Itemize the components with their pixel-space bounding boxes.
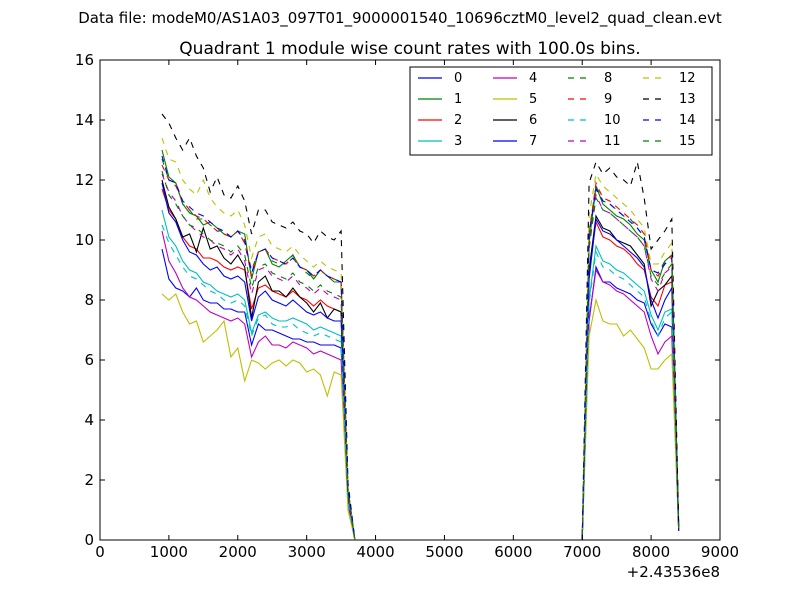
legend-label-6: 6	[529, 113, 537, 128]
series-line-1	[161, 149, 680, 541]
y-tick-label: 10	[75, 231, 94, 249]
y-tick-label: 2	[84, 471, 94, 489]
legend-label-14: 14	[679, 113, 696, 128]
y-tick-label: 12	[75, 171, 94, 189]
legend-label-5: 5	[529, 92, 537, 107]
series-line-11	[161, 173, 680, 541]
series-line-6	[161, 179, 680, 541]
legend-label-10: 10	[604, 113, 621, 128]
series-line-9	[161, 164, 680, 541]
y-tick-label: 16	[75, 51, 94, 69]
x-axis-offset-label: +2.43536e8	[627, 563, 720, 581]
legend-label-9: 9	[604, 92, 612, 107]
series-layer	[161, 113, 680, 541]
legend-label-8: 8	[604, 71, 612, 86]
series-line-8	[161, 158, 680, 541]
legend-label-3: 3	[454, 134, 462, 149]
series-line-0	[161, 248, 680, 541]
x-tick-label: 0	[95, 543, 105, 561]
chart-title: Quadrant 1 module wise count rates with …	[179, 39, 640, 59]
legend-label-11: 11	[604, 134, 621, 149]
x-tick-label: 1000	[150, 543, 188, 561]
y-tick-label: 6	[84, 351, 94, 369]
y-tick-label: 14	[75, 111, 94, 129]
x-tick-label: 2000	[219, 543, 257, 561]
x-tick-label: 3000	[288, 543, 326, 561]
series-line-15	[161, 170, 680, 541]
series-line-3	[161, 209, 680, 541]
y-tick-label: 4	[84, 411, 94, 429]
x-tick-label: 6000	[494, 543, 532, 561]
legend-label-1: 1	[454, 92, 462, 107]
y-tick-label: 0	[84, 531, 94, 549]
series-line-13	[161, 113, 680, 541]
series-line-5	[161, 293, 680, 541]
legend-box	[409, 66, 713, 156]
x-tick-label: 4000	[356, 543, 394, 561]
axis-ticks: 0 1000 2000 3000 4000 5000 6000 7000 8000 9000 0 2 4…	[75, 51, 739, 561]
figure-suptitle: Data file: modeM0/AS1A03_097T01_90000015…	[78, 9, 722, 27]
legend-label-4: 4	[529, 71, 537, 86]
legend-label-13: 13	[679, 92, 696, 107]
x-tick-label: 7000	[563, 543, 601, 561]
legend-label-15: 15	[679, 134, 696, 149]
x-tick-label: 9000	[701, 543, 739, 561]
legend-label-0: 0	[454, 71, 462, 86]
x-tick-label: 8000	[632, 543, 670, 561]
legend-label-2: 2	[454, 113, 462, 128]
series-line-14	[161, 155, 680, 541]
series-line-10	[161, 224, 680, 541]
legend-label-12: 12	[679, 71, 696, 86]
legend-label-7: 7	[529, 134, 537, 149]
series-line-7	[161, 182, 680, 541]
series-line-2	[161, 188, 680, 541]
y-tick-label: 8	[84, 291, 94, 309]
x-tick-label: 5000	[425, 543, 463, 561]
series-line-12	[161, 137, 680, 541]
series-line-4	[161, 230, 680, 541]
